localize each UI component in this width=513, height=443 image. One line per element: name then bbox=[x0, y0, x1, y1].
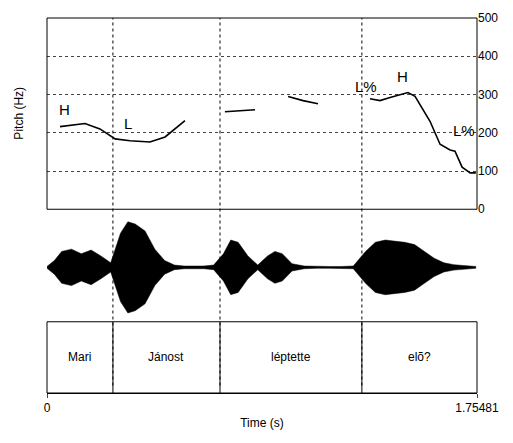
svg-text:1.75481: 1.75481 bbox=[455, 401, 499, 415]
svg-text:200: 200 bbox=[478, 126, 498, 140]
svg-text:0: 0 bbox=[44, 401, 51, 415]
svg-text:L%: L% bbox=[453, 122, 475, 139]
svg-text:L%: L% bbox=[355, 78, 377, 95]
svg-text:Jánost: Jánost bbox=[148, 350, 184, 364]
svg-text:elõ?: elõ? bbox=[408, 350, 431, 364]
svg-text:L: L bbox=[124, 115, 132, 132]
svg-text:300: 300 bbox=[478, 88, 498, 102]
svg-text:Time (s): Time (s) bbox=[240, 416, 284, 430]
svg-text:Pitch (Hz): Pitch (Hz) bbox=[12, 87, 26, 140]
svg-text:0: 0 bbox=[478, 202, 485, 216]
svg-text:500: 500 bbox=[478, 11, 498, 25]
svg-text:Mari: Mari bbox=[68, 350, 91, 364]
svg-text:H: H bbox=[59, 101, 70, 118]
svg-text:léptette: léptette bbox=[271, 350, 311, 364]
svg-text:100: 100 bbox=[478, 164, 498, 178]
svg-text:H: H bbox=[397, 68, 408, 85]
svg-text:400: 400 bbox=[478, 49, 498, 63]
